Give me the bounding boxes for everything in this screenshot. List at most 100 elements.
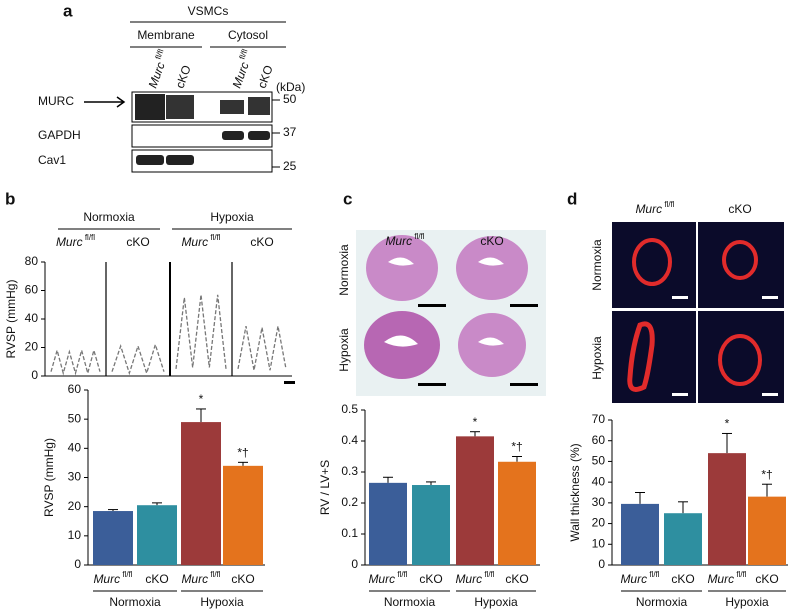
y-axis-label: Wall thickness (%) [568, 443, 582, 541]
y-tick-label: 0 [31, 368, 38, 382]
x-tick-label: cKO [145, 572, 168, 586]
y-tick-label: 0.4 [341, 433, 358, 447]
y-tick-label: 20 [592, 516, 606, 530]
scale-bar [672, 296, 688, 299]
fraction-label: Cytosol [228, 28, 268, 42]
y-axis-label: RVSP (mmHg) [42, 438, 56, 517]
bar [456, 436, 494, 565]
image [612, 311, 696, 403]
pressure-trace [111, 342, 165, 376]
significance: * [199, 392, 204, 406]
bar [181, 422, 221, 565]
y-tick-label: 50 [68, 411, 82, 425]
column-label: cKO [480, 234, 503, 248]
y-tick-label: 10 [592, 536, 606, 550]
x-tick-label: cKO [755, 572, 778, 586]
y-tick-label: 20 [25, 340, 39, 354]
marker-label: 37 [283, 125, 297, 139]
bar [93, 511, 133, 565]
panel-letter: b [5, 189, 15, 208]
lane-label: Murc fl/fl [181, 233, 220, 249]
histology-d [612, 222, 784, 403]
y-tick-label: 70 [592, 412, 606, 426]
vessel [718, 334, 762, 386]
bar [137, 505, 177, 565]
x-tick-label: cKO [231, 572, 254, 586]
panel-letter: c [343, 189, 352, 208]
pressure-trace [237, 326, 287, 371]
y-tick-label: 60 [68, 382, 82, 396]
band [166, 95, 194, 119]
blot-title: VSMCs [188, 4, 229, 18]
significance: * [473, 415, 478, 429]
band [166, 155, 194, 165]
fraction-label: Membrane [137, 28, 195, 42]
histology-c [356, 230, 546, 396]
column-label: Murc fl/fl [385, 232, 424, 248]
lane-label: Murc fl/fl [228, 48, 257, 90]
y-tick-label: 60 [592, 433, 606, 447]
heart [456, 236, 528, 300]
band [248, 97, 270, 115]
y-tick-label: 40 [25, 311, 39, 325]
blot-images [84, 21, 286, 173]
x-tick-label: Murc fl/fl [181, 570, 220, 586]
y-tick-label: 0 [74, 557, 81, 571]
band [135, 94, 165, 120]
image [612, 222, 696, 308]
band [248, 131, 270, 140]
x-tick-label: Murc fl/fl [368, 570, 407, 586]
y-tick-label: 0.1 [341, 526, 358, 540]
y-tick-label: 80 [25, 254, 39, 268]
scale-bar [672, 393, 688, 396]
scale-bar [510, 383, 538, 386]
band [220, 100, 244, 114]
lane-label: cKO [173, 63, 194, 90]
y-tick-label: 10 [68, 528, 82, 542]
pressure-trace [50, 347, 101, 376]
group-label: Normoxia [636, 595, 688, 609]
row-label: GAPDH [38, 128, 81, 142]
lane-label: cKO [255, 63, 276, 90]
blot-box [131, 149, 273, 173]
significance: *† [761, 467, 772, 481]
row-label: Cav1 [38, 153, 66, 167]
y-tick-label: 20 [68, 499, 82, 513]
x-tick-label: Murc fl/fl [455, 570, 494, 586]
bar [412, 485, 450, 565]
y-tick-label: 50 [592, 454, 606, 468]
lane-label: Murc fl/fl [144, 48, 173, 90]
scale-bar [418, 304, 446, 307]
scale-bar [762, 393, 778, 396]
bar [664, 513, 702, 565]
bar [621, 503, 659, 565]
vessel [632, 238, 672, 286]
scale-bar [762, 296, 778, 299]
group-label: Hypoxia [210, 210, 254, 224]
marker-label: 50 [283, 92, 297, 106]
significance: *† [237, 446, 248, 460]
band [222, 131, 244, 140]
group-label: Normoxia [384, 595, 436, 609]
y-tick-label: 40 [592, 474, 606, 488]
x-tick-label: cKO [419, 572, 442, 586]
lane-label: cKO [126, 235, 149, 249]
scale-bar [418, 383, 446, 386]
y-tick-label: 60 [25, 283, 39, 297]
group-label: Hypoxia [725, 595, 769, 609]
unit-label: (kDa) [276, 80, 305, 94]
group-label: Hypoxia [474, 595, 518, 609]
row-label: Normoxia [590, 239, 604, 291]
y-tick-label: 0 [598, 557, 605, 571]
y-tick-label: 0.5 [341, 402, 358, 416]
x-tick-label: Murc fl/fl [93, 570, 132, 586]
significance: *† [511, 440, 522, 454]
y-tick-label: 0.2 [341, 495, 358, 509]
lumen [384, 257, 504, 347]
x-tick-label: cKO [671, 572, 694, 586]
group-label: Normoxia [109, 595, 161, 609]
y-axis-label: RVSP (mmHg) [4, 280, 18, 359]
bar [748, 496, 786, 565]
scale-bar [510, 304, 538, 307]
image [698, 222, 784, 308]
